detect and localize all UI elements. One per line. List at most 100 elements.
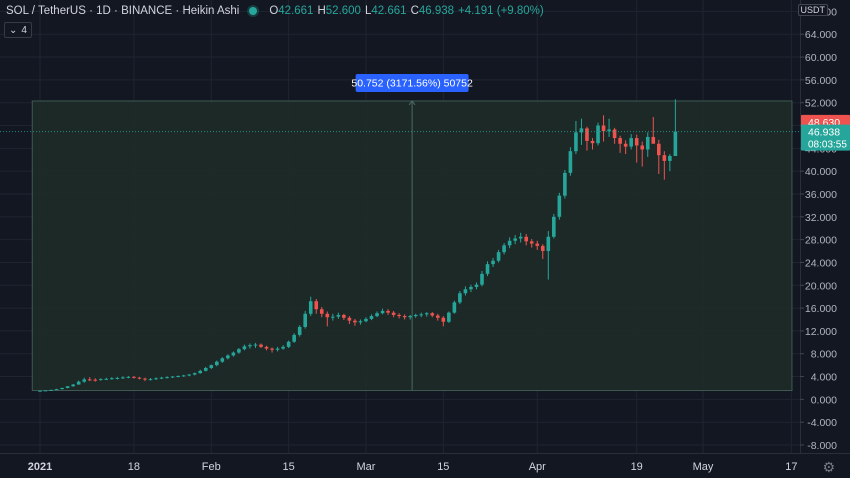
candle-body [342,314,346,318]
candle [375,311,379,318]
candle [347,316,352,325]
high-value: 52.600 [325,5,361,17]
candle-body [375,313,379,317]
candle [203,366,208,372]
candle [314,298,319,314]
low-label: L [364,5,372,17]
candle-body [358,321,363,323]
last-price-label: 46.938 [808,127,840,139]
candle [540,244,545,260]
candle [629,134,633,150]
candle [424,312,429,317]
candle [87,377,92,382]
candle-body [463,289,468,294]
candle-body [419,314,424,316]
candle-body [452,302,457,313]
interval: 1D [96,5,111,17]
indicators-toggle-button[interactable]: ⌄ 4 [4,22,32,38]
time-axis[interactable]: 2021 18 Feb 15 Mar 15 Apr 19 May 17 [0,453,850,474]
candle [104,377,109,380]
candle [651,116,656,144]
candle [574,120,578,155]
candle-body [668,155,672,161]
candle-body [275,348,280,350]
candle [336,312,341,319]
symbol-name[interactable]: SOL / TetherUS [6,5,86,17]
gear-icon[interactable]: ⚙ [822,459,835,475]
candle-body [474,284,479,287]
indicators-count: 4 [21,24,27,36]
candle [386,309,390,315]
candle [419,312,424,318]
candle-body [237,349,241,353]
candle [441,316,446,327]
candle [43,390,48,392]
close-value: 46.938 [418,5,455,17]
time-tick-label: 17 [785,461,797,473]
candle [353,318,357,326]
candle [474,282,479,290]
candle-body [596,125,600,144]
candle-body [115,377,120,379]
candle [535,240,540,250]
candle [607,118,611,137]
candle-body [607,129,611,132]
candle-body [303,313,307,327]
candle-body [546,236,551,252]
price-tick-label: 40.000 [805,166,837,178]
candle-body [662,155,667,161]
currency-badge[interactable]: USDT [797,4,828,16]
time-tick-label: 18 [128,461,140,473]
candle-body [87,379,92,381]
candle-body [292,334,296,342]
candle [430,312,435,318]
candle [165,376,169,379]
candle-body [159,377,164,379]
price-axis[interactable]: 68.00064.00060.00056.00052.00048.00044.0… [800,0,837,453]
candle [292,333,296,343]
candle-body [391,312,396,315]
candle [579,118,584,145]
candle-body [458,293,462,303]
time-tick-label: 2021 [28,461,52,473]
candle [325,311,330,327]
candle-body [601,125,606,132]
candle-body [209,365,214,368]
candle-body [651,136,656,144]
candle [286,340,291,349]
candle-body [286,341,291,347]
candle-body [336,314,341,317]
candle [170,375,175,378]
candle [496,249,501,263]
symbol-legend[interactable]: SOL / TetherUS · 1D · BINANCE · Heikin A… [6,5,544,17]
price-tick-label: -8.000 [807,440,837,452]
candle-body [563,172,567,196]
candle-body [574,132,578,152]
candle [54,388,59,391]
time-tick-label: Feb [202,461,221,473]
separator-2: · [110,5,122,17]
candle-body [386,310,390,313]
candle-body [557,195,562,217]
candle [480,271,484,287]
market-status-icon[interactable] [249,7,258,15]
time-tick-label: 15 [283,461,295,473]
candle [585,126,589,151]
candle [331,313,335,321]
candle [408,314,412,320]
candle [524,233,528,246]
candle-body [126,376,131,378]
candle-body [436,315,440,318]
candle-body [143,378,147,380]
candle-body [529,241,534,244]
candle [634,134,639,163]
measure-arrow [408,100,416,106]
candle [121,376,125,379]
candle-body [369,316,374,319]
price-tick-label: 36.000 [805,189,837,201]
candle-body [535,243,540,246]
candle [82,377,86,383]
candle [303,310,307,329]
candle-body [38,390,42,392]
